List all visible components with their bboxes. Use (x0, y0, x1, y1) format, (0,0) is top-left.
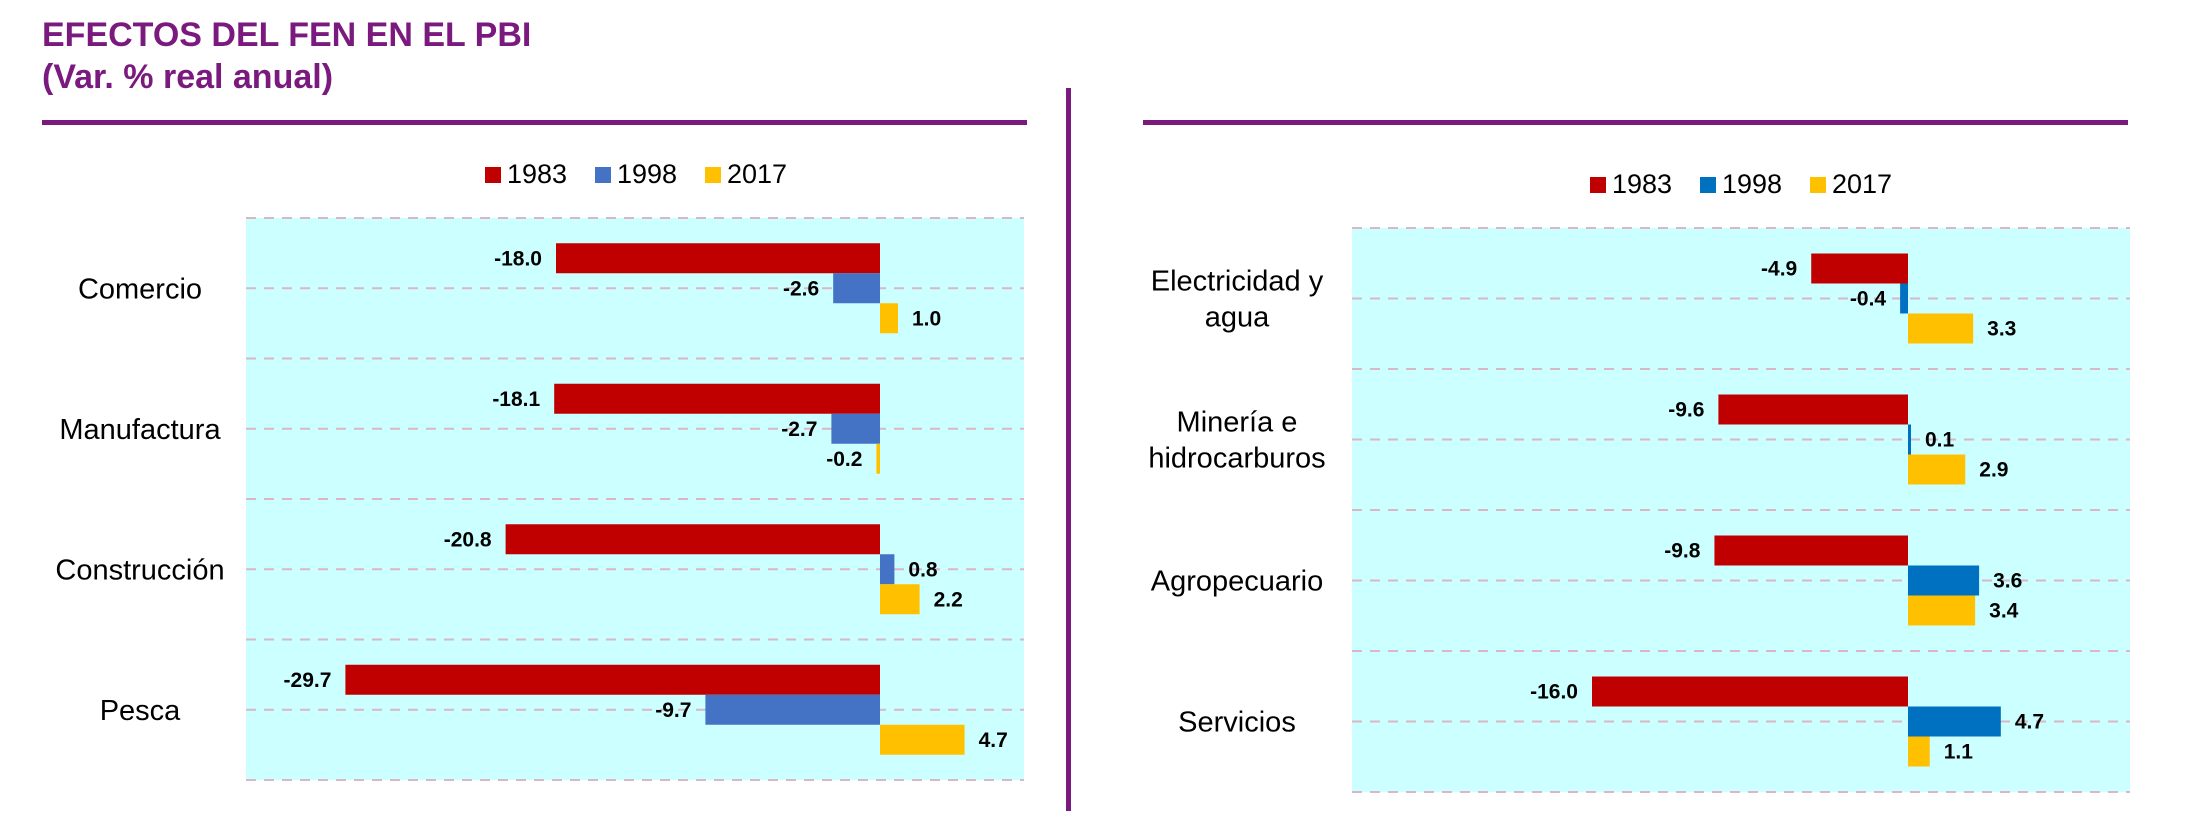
data-label: -29.7 (284, 669, 332, 692)
data-label: 3.6 (1993, 570, 2022, 593)
category-label: Minería e hidrocarburos (1148, 407, 1325, 475)
legend-swatch-1998 (595, 167, 611, 183)
legend-label: 1983 (507, 159, 567, 189)
category-label: Pesca (100, 695, 181, 727)
data-label: -9.8 (1664, 540, 1701, 563)
data-label: -16.0 (1530, 681, 1578, 704)
subtitle-text: (Var. % real anual) (42, 58, 334, 96)
data-label: -2.6 (783, 277, 819, 300)
data-label: -9.6 (1668, 399, 1704, 422)
bar-2017 (1908, 454, 1966, 485)
bar-1998 (880, 554, 895, 585)
bar-1998 (1900, 283, 1908, 314)
bar-1983 (1592, 676, 1908, 707)
legend-label: 1998 (617, 159, 677, 189)
data-label: -20.8 (444, 528, 492, 551)
category-label: Manufactura (59, 414, 221, 446)
data-label: -18.0 (494, 247, 542, 270)
chart-panel-1: -18.0 -2.6 1.0 Comercio -18.1 -2.7 -0.2 Manufac… (55, 159, 1024, 781)
bar-1983 (1811, 253, 1908, 284)
data-label: 4.7 (2015, 711, 2044, 734)
data-label: 2.9 (1979, 459, 2008, 482)
title-text: EFECTOS DEL FEN EN EL PBI (42, 16, 532, 54)
bar-2017 (876, 443, 880, 474)
bar-2017 (880, 724, 965, 755)
bar-2017 (880, 303, 898, 334)
bar-1998 (705, 694, 880, 725)
bar-1983 (505, 524, 880, 555)
bar-1998 (833, 273, 880, 304)
bar-1998 (831, 413, 880, 444)
data-label: 1.0 (912, 307, 941, 330)
category-label: Electricidad y agua (1151, 266, 1324, 334)
legend-label: 2017 (727, 159, 787, 189)
bar-2017 (1908, 313, 1974, 344)
bar-1998 (1908, 706, 2001, 737)
bar-1998 (1908, 424, 1911, 455)
legend-label: 1983 (1612, 169, 1672, 199)
legend-label: 1998 (1722, 169, 1782, 199)
bar-2017 (1908, 736, 1930, 767)
data-label: -4.9 (1761, 258, 1797, 281)
category-label: Servicios (1178, 707, 1296, 739)
bar-1983 (554, 383, 880, 414)
data-label: 3.4 (1989, 600, 2019, 623)
legend-swatch-1983 (1590, 177, 1606, 193)
data-label: 1.1 (1944, 741, 1974, 764)
right-header-rule (1143, 120, 2128, 125)
category-label: Construcción (55, 554, 224, 586)
legend-swatch-1983 (485, 167, 501, 183)
data-label: 0.8 (908, 558, 938, 581)
bar-2017 (880, 584, 920, 615)
category-label: Comercio (78, 273, 202, 305)
data-label: -0.4 (1850, 288, 1887, 311)
chart-title: EFECTOS DEL FEN EN EL PBI (Var. % real a… (42, 14, 531, 98)
bar-1998 (1908, 565, 1980, 596)
bar-1983 (345, 664, 880, 695)
legend-swatch-2017 (705, 167, 721, 183)
bar-2017 (1908, 595, 1976, 626)
bar-1983 (556, 243, 880, 274)
data-label: -18.1 (492, 388, 540, 411)
left-header-rule (42, 120, 1027, 125)
bar-1983 (1718, 394, 1908, 425)
data-label: -0.2 (826, 448, 862, 471)
data-label: 4.7 (979, 729, 1008, 752)
panel-divider (1066, 88, 1071, 811)
data-label: 3.3 (1987, 318, 2016, 341)
bar-1983 (1714, 535, 1908, 566)
legend-swatch-1998 (1700, 177, 1716, 193)
legend-swatch-2017 (1810, 177, 1826, 193)
data-label: 2.2 (934, 588, 963, 611)
category-label: Agropecuario (1151, 566, 1324, 598)
data-label: -9.7 (655, 699, 691, 722)
chart-panel-2: -4.9 -0.4 3.3 Electricidad y agua -9.6 0.1 2.9 M… (1148, 169, 2130, 793)
data-label: 0.1 (1925, 429, 1955, 452)
data-label: -2.7 (781, 418, 817, 441)
legend-label: 2017 (1832, 169, 1892, 199)
